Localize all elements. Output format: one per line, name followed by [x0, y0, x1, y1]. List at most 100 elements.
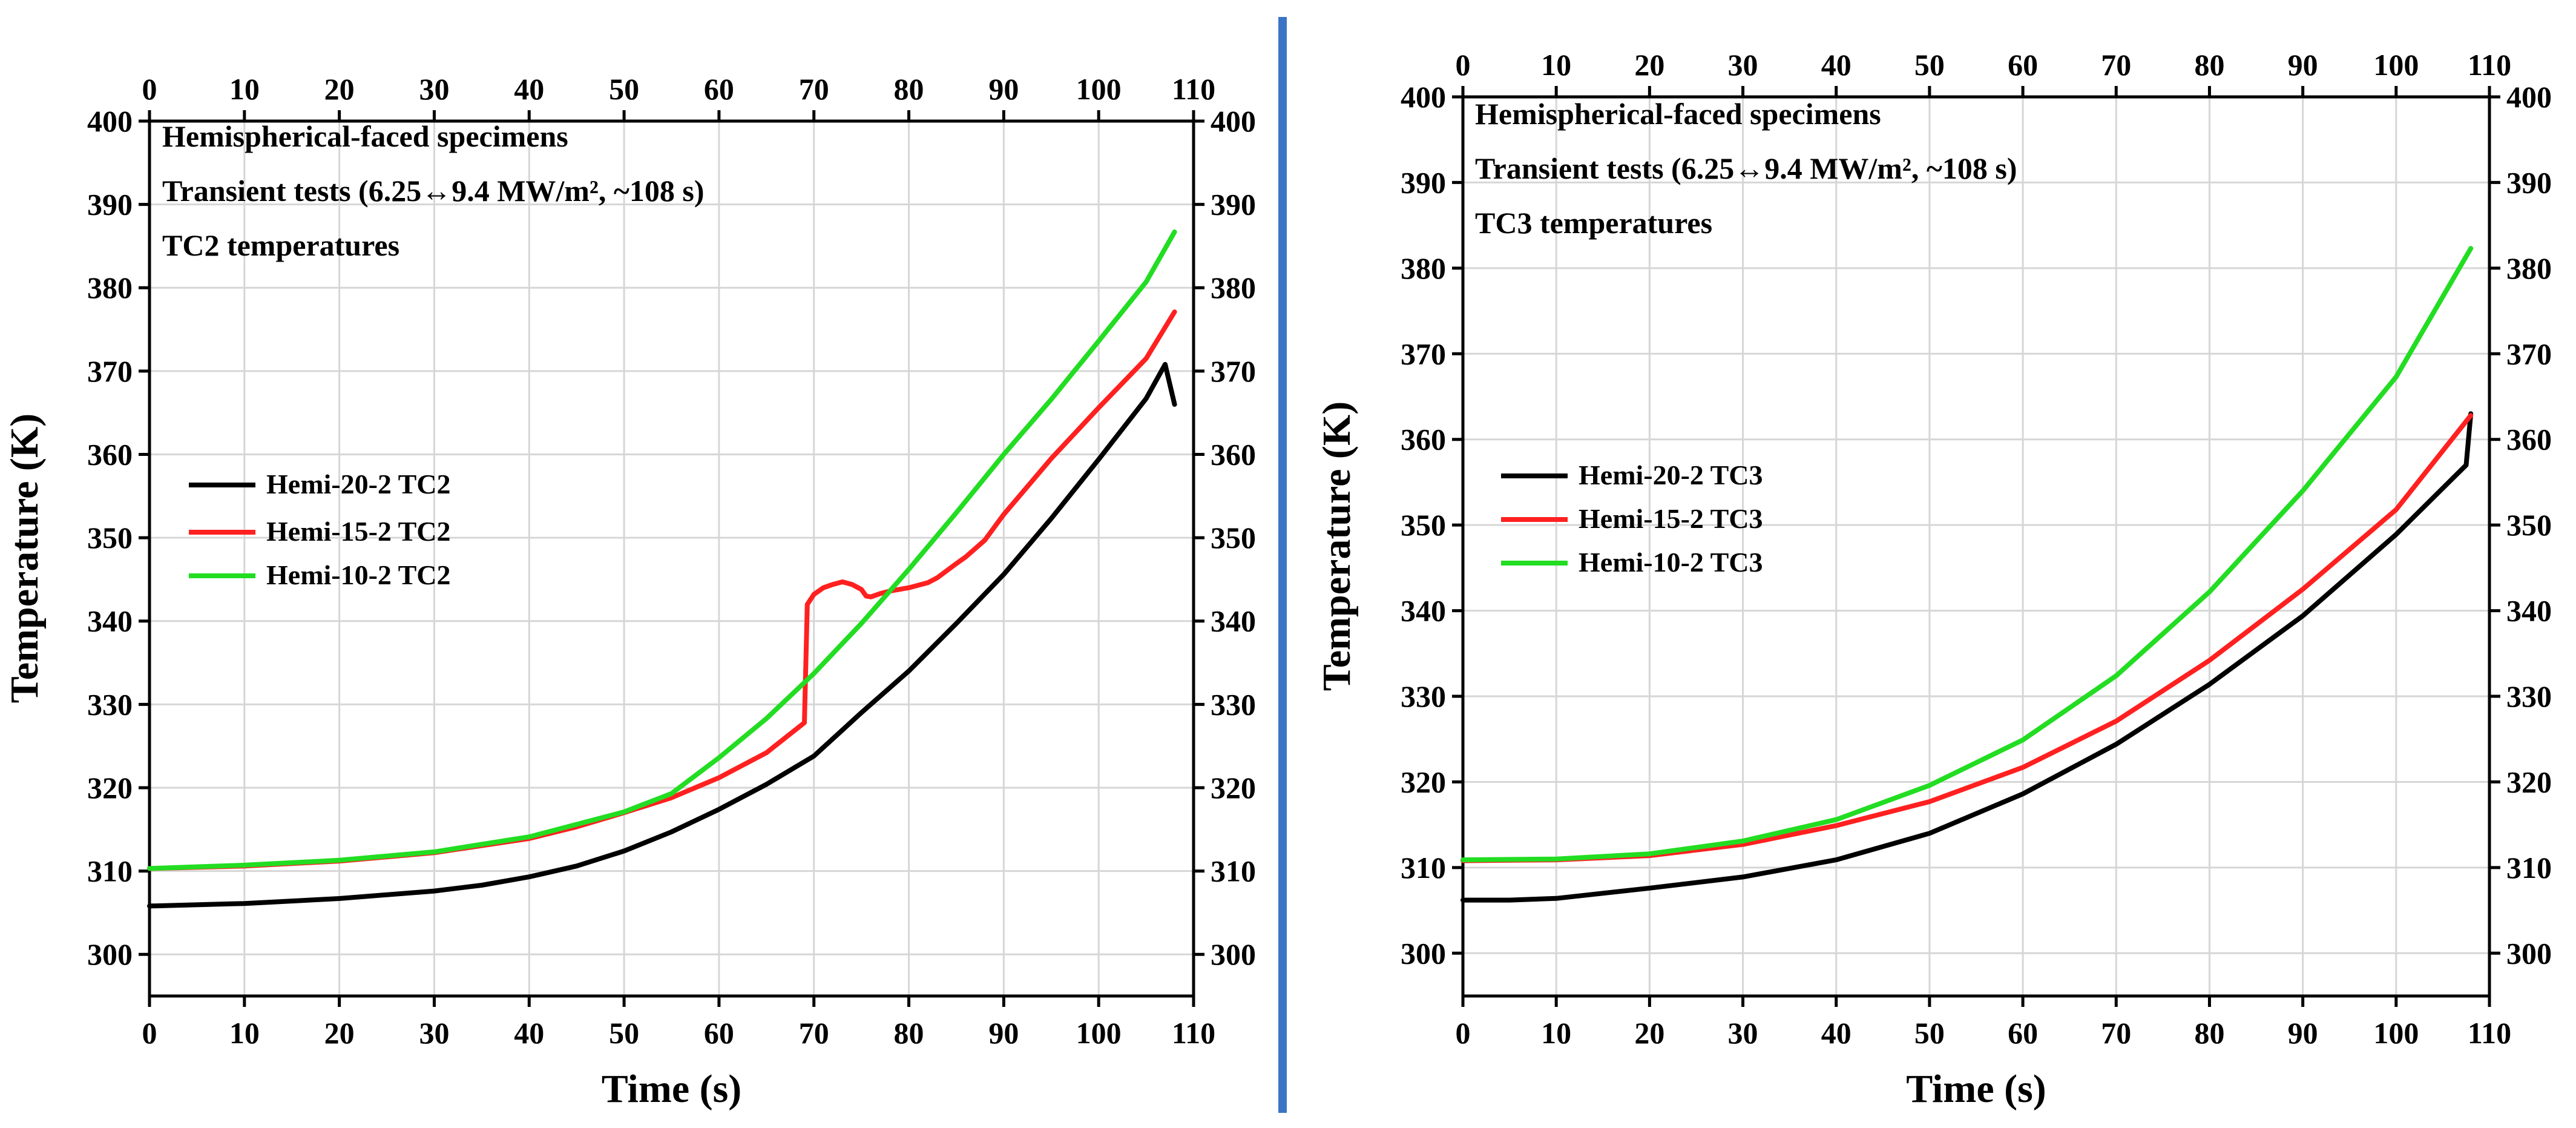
legend-label: Hemi-10-2 TC2 — [266, 559, 451, 590]
y-tick-label-left: 330 — [1401, 679, 1446, 713]
y-tick-label-left: 310 — [1401, 851, 1446, 885]
y-tick-label-left: 360 — [1401, 423, 1446, 457]
legend-label: Hemi-15-2 TC3 — [1579, 503, 1763, 534]
annotation-note: Transient tests (6.25↔9.4 MW/m², ~108 s) — [1475, 151, 2017, 185]
x-tick-label-bottom: 30 — [419, 1016, 449, 1050]
x-tick-label-top: 0 — [1456, 48, 1471, 82]
x-tick-label-bottom: 70 — [2101, 1016, 2131, 1050]
y-tick-label-left: 330 — [87, 687, 133, 721]
y-tick-label-left: 320 — [1401, 765, 1446, 799]
y-tick-label-left: 380 — [87, 271, 133, 305]
y-tick-label-right: 380 — [1211, 271, 1256, 305]
y-tick-label-left: 340 — [87, 604, 133, 638]
legend-label: Hemi-15-2 TC2 — [266, 516, 451, 547]
y-tick-label-left: 340 — [1401, 594, 1446, 628]
x-tick-label-top: 60 — [2008, 48, 2038, 82]
y-tick-label-right: 310 — [2506, 851, 2552, 885]
y-tick-label-right: 370 — [1211, 354, 1256, 388]
x-tick-label-bottom: 80 — [2194, 1016, 2224, 1050]
series-line-hemi-10-2-tc2 — [147, 229, 1177, 871]
panel-divider — [1278, 17, 1287, 1113]
x-tick-label-bottom: 100 — [1076, 1016, 1122, 1050]
x-tick-label-bottom: 70 — [799, 1016, 829, 1050]
y-tick-label-right: 320 — [2506, 765, 2552, 799]
legend-label: Hemi-20-2 TC3 — [1579, 460, 1763, 490]
plot-frame — [1461, 95, 2491, 998]
y-tick-label-left: 380 — [1401, 251, 1446, 285]
y-tick-label-right: 390 — [1211, 188, 1256, 222]
y-tick-label-left: 350 — [1401, 508, 1446, 542]
x-tick-label-top: 90 — [2288, 48, 2318, 82]
x-tick-label-top: 20 — [324, 72, 355, 106]
x-tick-label-bottom: 20 — [1634, 1016, 1664, 1050]
x-tick-label-bottom: 20 — [324, 1016, 355, 1050]
x-tick-label-bottom: 100 — [2373, 1016, 2419, 1050]
x-tick-label-top: 40 — [1821, 48, 1852, 82]
y-tick-label-left: 320 — [87, 771, 133, 805]
x-tick-label-top: 0 — [142, 72, 157, 106]
legend-label: Hemi-10-2 TC3 — [1579, 547, 1763, 578]
x-tick-label-bottom: 60 — [2008, 1016, 2038, 1050]
annotation-note: Transient tests (6.25↔9.4 MW/m², ~108 s) — [162, 174, 705, 208]
x-tick-label-top: 10 — [1541, 48, 1571, 82]
y-tick-label-right: 360 — [1211, 437, 1256, 471]
y-tick-label-right: 350 — [1211, 521, 1256, 555]
y-axis-title: Temperature (K) — [1315, 401, 1359, 691]
x-tick-label-top: 80 — [894, 72, 924, 106]
y-tick-label-left: 390 — [87, 188, 133, 222]
chart-tc2: 0 0 10 10 20 20 30 30 40 40 50 50 60 60 70 70 80 80 90 90 10… — [2, 72, 1256, 1111]
x-tick-label-top: 80 — [2194, 48, 2224, 82]
x-tick-label-top: 30 — [419, 72, 449, 106]
y-tick-label-right: 370 — [2506, 337, 2552, 371]
x-tick-label-bottom: 40 — [1821, 1016, 1852, 1050]
y-tick-label-right: 320 — [1211, 771, 1256, 805]
y-tick-label-right: 310 — [1211, 854, 1256, 888]
y-tick-label-left: 370 — [87, 354, 133, 388]
annotation-note: Hemispherical-faced specimens — [1475, 97, 1881, 131]
x-tick-label-top: 110 — [2468, 48, 2511, 82]
y-tick-label-right: 360 — [2506, 423, 2552, 457]
x-axis-title: Time (s) — [1906, 1067, 2046, 1111]
x-tick-label-top: 20 — [1634, 48, 1664, 82]
plot-frame — [148, 119, 1195, 998]
x-tick-label-top: 50 — [1914, 48, 1945, 82]
x-tick-label-bottom: 90 — [2288, 1016, 2318, 1050]
x-tick-label-top: 70 — [2101, 48, 2131, 82]
y-tick-label-left: 370 — [1401, 337, 1446, 371]
x-tick-label-bottom: 10 — [229, 1016, 260, 1050]
x-tick-label-top: 40 — [514, 72, 544, 106]
series-line-hemi-10-2-tc3 — [1460, 246, 2474, 863]
y-tick-label-right: 400 — [1211, 104, 1256, 138]
y-tick-label-right: 380 — [2506, 251, 2552, 285]
x-tick-label-bottom: 30 — [1728, 1016, 1758, 1050]
x-tick-label-bottom: 90 — [988, 1016, 1019, 1050]
y-tick-label-right: 330 — [1211, 687, 1256, 721]
x-tick-label-top: 100 — [2373, 48, 2419, 82]
y-tick-label-right: 340 — [2506, 594, 2552, 628]
x-tick-label-top: 30 — [1728, 48, 1758, 82]
y-tick-label-right: 350 — [2506, 508, 2552, 542]
x-tick-label-top: 110 — [1172, 72, 1215, 106]
y-tick-label-left: 390 — [1401, 165, 1446, 199]
y-tick-label-left: 300 — [87, 937, 133, 971]
x-tick-label-bottom: 110 — [1172, 1016, 1215, 1050]
x-tick-label-bottom: 0 — [142, 1016, 157, 1050]
x-tick-label-top: 50 — [609, 72, 639, 106]
x-tick-label-bottom: 40 — [514, 1016, 544, 1050]
y-tick-label-right: 330 — [2506, 679, 2552, 713]
x-tick-label-bottom: 80 — [894, 1016, 924, 1050]
y-tick-label-left: 360 — [87, 437, 133, 471]
x-tick-label-bottom: 60 — [704, 1016, 734, 1050]
y-tick-label-left: 400 — [1401, 80, 1446, 114]
y-tick-label-left: 300 — [1401, 936, 1446, 970]
y-tick-label-right: 340 — [1211, 604, 1256, 638]
annotation-note: TC3 temperatures — [1475, 206, 1712, 240]
y-tick-label-left: 310 — [87, 854, 133, 888]
legend-label: Hemi-20-2 TC2 — [266, 469, 451, 500]
y-tick-label-left: 350 — [87, 521, 133, 555]
x-tick-label-bottom: 110 — [2468, 1016, 2511, 1050]
y-axis-title: Temperature (K) — [2, 414, 47, 703]
chart-tc3: 0 0 10 10 20 20 30 30 40 40 50 50 60 60 70 70 80 80 90 90 10… — [1315, 48, 2552, 1111]
x-axis-title: Time (s) — [602, 1067, 742, 1111]
